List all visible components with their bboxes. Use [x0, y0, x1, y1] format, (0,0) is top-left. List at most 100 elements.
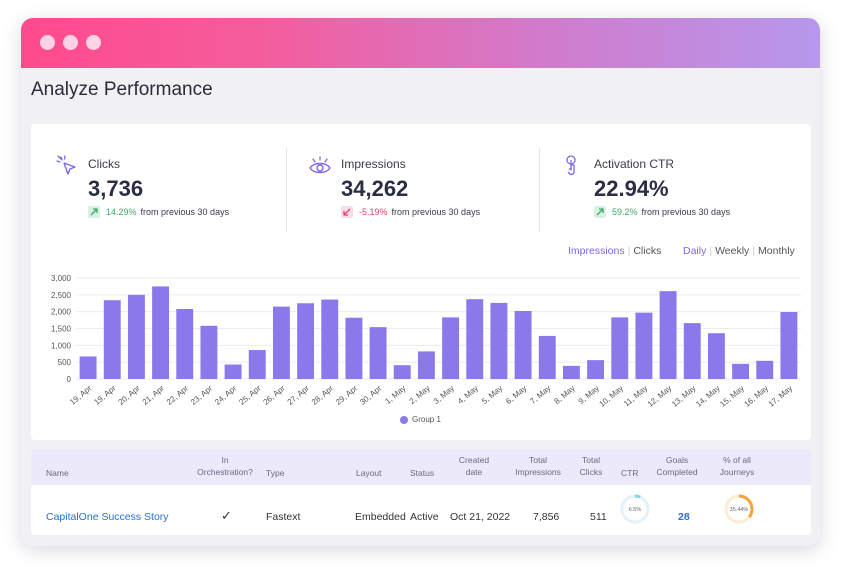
x-tick-label: 19, Apr: [92, 383, 117, 406]
x-tick-label: 5, May: [480, 384, 504, 406]
y-tick-label: 2,000: [51, 308, 72, 317]
x-tick-label: 21, Apr: [141, 383, 166, 406]
col-clicks: Total Clicks: [579, 455, 603, 477]
toggle-impressions[interactable]: Impressions: [568, 245, 625, 257]
trend-up-icon: [594, 206, 606, 218]
chart-bar[interactable]: [417, 351, 435, 379]
journeys-ring: 35.44%: [724, 494, 754, 524]
metric-activation-ctr: Activation CTR 22.94% 59.2% from previou…: [561, 154, 791, 234]
chart-bar[interactable]: [321, 299, 339, 379]
toggle-daily[interactable]: Daily: [683, 245, 707, 257]
chart-bar[interactable]: [127, 294, 145, 379]
window-minimize-dot[interactable]: [63, 35, 78, 50]
metric-change-pct: -5.19%: [359, 207, 388, 217]
chart-bar[interactable]: [224, 364, 242, 379]
chart-bar[interactable]: [490, 302, 508, 379]
performance-card: Clicks 3,736 14.29% from previous 30 day…: [31, 124, 811, 440]
chart-bar[interactable]: [152, 286, 170, 379]
chart-bar[interactable]: [707, 333, 725, 379]
metric-clicks: Clicks 3,736 14.29% from previous 30 day…: [55, 154, 275, 234]
chart-bar[interactable]: [562, 365, 580, 379]
metric-value: 3,736: [88, 176, 144, 201]
chart-bar[interactable]: [345, 317, 363, 379]
col-ctr: CTR: [621, 468, 639, 478]
chart-bar[interactable]: [538, 335, 556, 379]
legend-label: Group 1: [412, 415, 441, 424]
col-goals: Goals Completed: [656, 455, 698, 477]
toggle-monthly[interactable]: Monthly: [758, 245, 795, 257]
y-tick-label: 1,500: [51, 325, 72, 334]
chart-bar[interactable]: [611, 317, 629, 379]
col-name: Name: [46, 468, 69, 478]
metric-divider: [539, 148, 540, 232]
chart-bar[interactable]: [297, 303, 315, 379]
col-orchestration: In Orchestration?: [197, 455, 253, 477]
chart-legend: Group 1: [400, 415, 441, 424]
x-tick-label: 26, Apr: [261, 383, 286, 406]
chart-bar[interactable]: [514, 310, 532, 379]
y-tick-label: 3,000: [51, 274, 72, 283]
goals-link[interactable]: 28: [678, 511, 690, 523]
chart-bar[interactable]: [659, 291, 677, 379]
metric-change-pct: 59.2%: [612, 207, 638, 217]
toggle-clicks[interactable]: Clicks: [633, 245, 662, 257]
metric-change-suffix: from previous 30 days: [391, 207, 481, 217]
chart-bar[interactable]: [176, 308, 194, 379]
x-tick-label: 20, Apr: [116, 383, 141, 406]
metric-impressions: Impressions 34,262 -5.19% from previous …: [308, 154, 528, 234]
metric-change: -5.19% from previous 30 days: [341, 206, 480, 218]
toggle-weekly[interactable]: Weekly: [715, 245, 750, 257]
metric-toggle: Impressions | Clicks: [568, 245, 662, 257]
chart-bar[interactable]: [393, 365, 411, 379]
x-tick-label: 19, Apr: [68, 383, 93, 406]
journey-name-link[interactable]: CapitalOne Success Story: [46, 511, 169, 523]
chart-bar[interactable]: [200, 325, 218, 379]
metric-change: 14.29% from previous 30 days: [88, 206, 229, 218]
eye-icon: [309, 156, 331, 174]
metric-value: 34,262: [341, 176, 409, 201]
chart-bar[interactable]: [780, 312, 798, 379]
x-tick-label: 13, May: [670, 384, 698, 409]
x-tick-label: 6, May: [504, 384, 528, 406]
x-tick-label: 17, May: [767, 384, 795, 409]
chart-bar[interactable]: [442, 317, 460, 379]
col-status: Status: [410, 468, 435, 478]
cell-impressions: 7,856: [533, 511, 560, 523]
trend-up-icon: [88, 206, 100, 218]
chart-bar[interactable]: [466, 299, 484, 379]
x-tick-label: 12, May: [646, 384, 674, 409]
journeys-ring-label: 35.44%: [730, 507, 749, 513]
chart-bar[interactable]: [683, 323, 701, 379]
x-tick-label: 14, May: [694, 384, 722, 409]
col-journeys: % of all Journeys: [719, 455, 755, 477]
chart-bar[interactable]: [248, 350, 266, 379]
metric-change-suffix: from previous 30 days: [140, 207, 230, 217]
window-close-dot[interactable]: [40, 35, 55, 50]
period-toggle: Daily | Weekly | Monthly: [683, 245, 795, 257]
metric-change: 59.2% from previous 30 days: [594, 206, 730, 218]
chart-bar[interactable]: [103, 300, 121, 379]
x-tick-label: 29, Apr: [334, 383, 359, 406]
x-tick-label: 30, Apr: [358, 383, 383, 406]
window-maximize-dot[interactable]: [86, 35, 101, 50]
chart-bar[interactable]: [79, 356, 97, 379]
x-tick-label: 27, Apr: [286, 383, 311, 406]
x-tick-label: 2, May: [408, 384, 432, 406]
chart-bar[interactable]: [369, 327, 387, 379]
y-tick-label: 0: [67, 375, 72, 384]
col-impressions: Total Impressions: [515, 455, 561, 477]
title-bar: [21, 18, 820, 68]
chart-bar[interactable]: [587, 360, 605, 379]
chart-bar[interactable]: [732, 363, 750, 379]
cursor-click-icon: [56, 155, 76, 175]
legend-swatch: [400, 415, 408, 424]
chart-bar[interactable]: [635, 312, 653, 379]
col-layout: Layout: [356, 468, 382, 478]
cell-created: Oct 21, 2022: [450, 511, 511, 523]
ctr-ring: 6.5%: [620, 494, 650, 524]
metric-label: Impressions: [341, 157, 406, 171]
chart-bar[interactable]: [272, 306, 290, 379]
y-tick-label: 1,000: [51, 341, 72, 350]
x-tick-label: 25, Apr: [237, 383, 262, 406]
chart-bar[interactable]: [756, 360, 774, 379]
